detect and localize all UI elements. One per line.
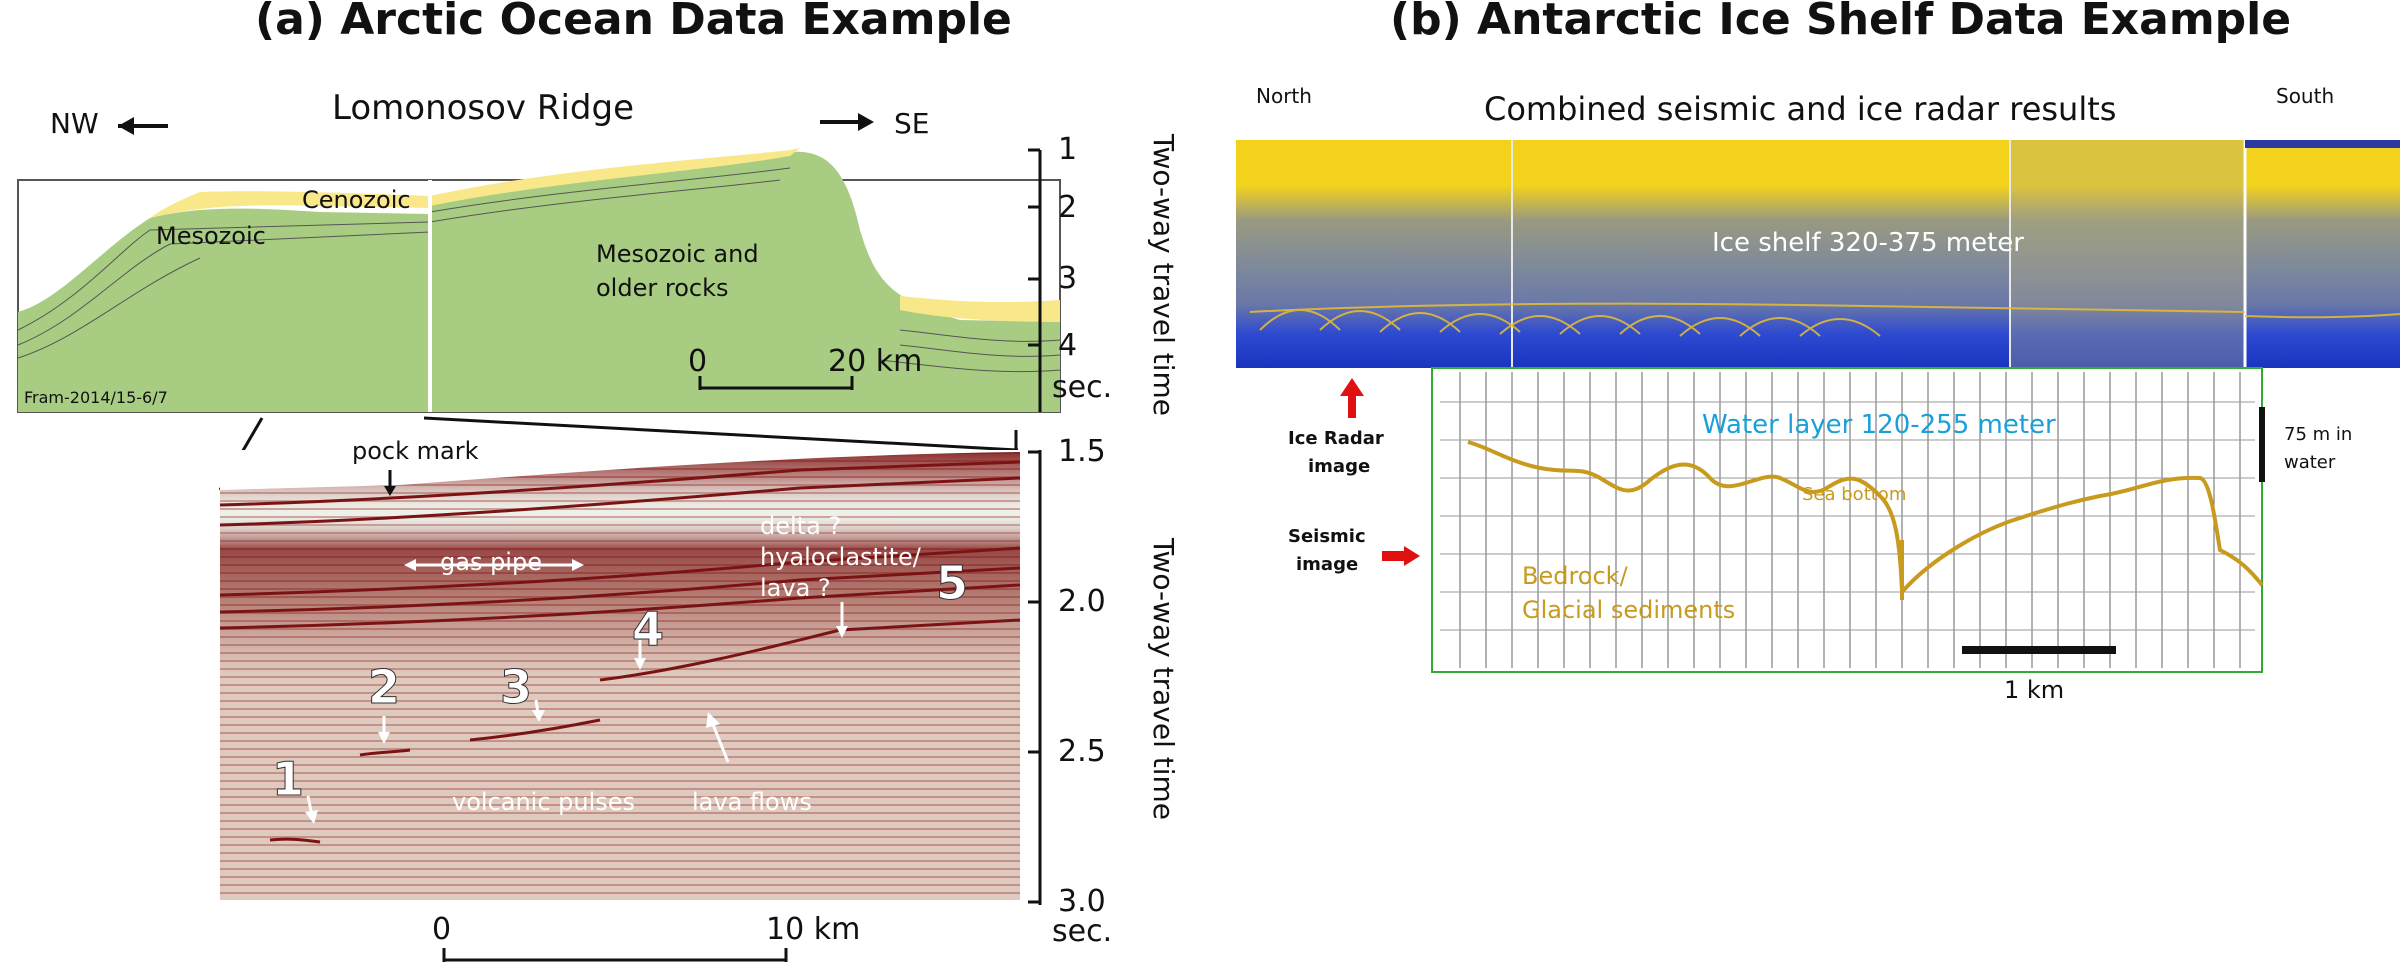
north-label: North — [1256, 84, 1312, 108]
seismic-label-1: Seismic — [1288, 526, 1366, 547]
ice-radar-image — [1236, 140, 2400, 368]
top-axis-unit: sec. — [1052, 370, 1113, 405]
ice-radar-label-1: Ice Radar — [1288, 428, 1384, 449]
bottom-scale-start: 0 — [432, 912, 452, 947]
number-2: 2 — [367, 660, 401, 715]
number-4: 4 — [631, 602, 665, 657]
profile-id: Fram-2014/15-6/7 — [24, 388, 168, 407]
volcanic-pulses-label: volcanic pulses — [452, 788, 636, 816]
delta-label: delta ? — [760, 512, 842, 540]
panel-a-title: (a) Arctic Ocean Data Example — [255, 0, 1012, 45]
mesozoic-older-label-1: Mesozoic and — [596, 240, 759, 268]
top-scale-end: 20 km — [828, 344, 923, 379]
lava-flows-label: lava flows — [692, 788, 812, 816]
south-label: South — [2276, 84, 2335, 108]
red-arrow-up-icon — [1340, 378, 1364, 418]
mesozoic-body-left — [18, 208, 430, 412]
bottom-axis-tick-3: 2.5 — [1058, 734, 1106, 769]
cenozoic-layer-right — [430, 148, 800, 206]
bottom-scale-end: 10 km — [766, 912, 861, 947]
nw-label: NW — [50, 107, 99, 140]
bottom-axis-tick-2: 2.0 — [1058, 584, 1106, 619]
top-axis-tick-4: 4 — [1058, 328, 1078, 363]
lomonosov-ridge-title: Lomonosov Ridge — [332, 88, 635, 128]
lava-q-label: lava ? — [760, 574, 831, 602]
top-axis-tick-2: 2 — [1058, 190, 1078, 225]
red-arrow-right-icon — [1382, 546, 1420, 566]
km-scale-label: 1 km — [2004, 676, 2065, 704]
se-label: SE — [894, 107, 930, 140]
pock-mark-label: pock mark — [352, 437, 479, 465]
hyaloclastite-label: hyaloclastite/ — [760, 543, 921, 571]
sea-bottom-label: Sea bottom — [1802, 484, 1907, 505]
mesozoic-label: Mesozoic — [156, 222, 266, 250]
bedrock-label-2: Glacial sediments — [1522, 596, 1736, 624]
sea-bottom-line — [1467, 440, 2264, 598]
water-scale-label-1: 75 m in — [2284, 424, 2353, 445]
seismic-label-2: image — [1296, 554, 1359, 575]
number-5: 5 — [935, 556, 969, 611]
gas-pipe-label: gas pipe — [440, 548, 542, 576]
seismic-image-b — [1431, 367, 2263, 673]
cenozoic-label: Cenozoic — [302, 186, 411, 214]
mesozoic-body-right — [430, 151, 1060, 412]
top-axis-tick-1: 1 — [1058, 132, 1078, 167]
ice-shelf-label: Ice shelf 320-375 meter — [1712, 228, 2024, 258]
bedrock-label-1: Bedrock/ — [1522, 562, 1628, 590]
water-scale-label-2: water — [2284, 452, 2336, 473]
bottom-axis-tick-1: 1.5 — [1058, 434, 1106, 469]
water-layer-label: Water layer 120-255 meter — [1702, 410, 2056, 440]
ice-radar-label-2: image — [1308, 456, 1371, 477]
combined-title: Combined seismic and ice radar results — [1484, 90, 2117, 128]
bottom-axis-title: Two-way travel time — [1147, 538, 1180, 821]
cenozoic-layer-left — [150, 191, 430, 218]
bottom-axis-unit: sec. — [1052, 914, 1113, 949]
se-arrow-icon — [820, 113, 874, 131]
mesozoic-older-label-2: older rocks — [596, 274, 729, 302]
top-axis-title: Two-way travel time — [1147, 134, 1180, 417]
number-1: 1 — [271, 752, 305, 807]
number-3: 3 — [499, 660, 533, 715]
top-scale-start: 0 — [688, 344, 708, 379]
nw-arrow-icon — [118, 117, 168, 135]
bottom-axis-tick-4: 3.0 — [1058, 884, 1106, 919]
top-axis-tick-3: 3 — [1058, 261, 1078, 296]
panel-b-title: (b) Antarctic Ice Shelf Data Example — [1390, 0, 2292, 45]
